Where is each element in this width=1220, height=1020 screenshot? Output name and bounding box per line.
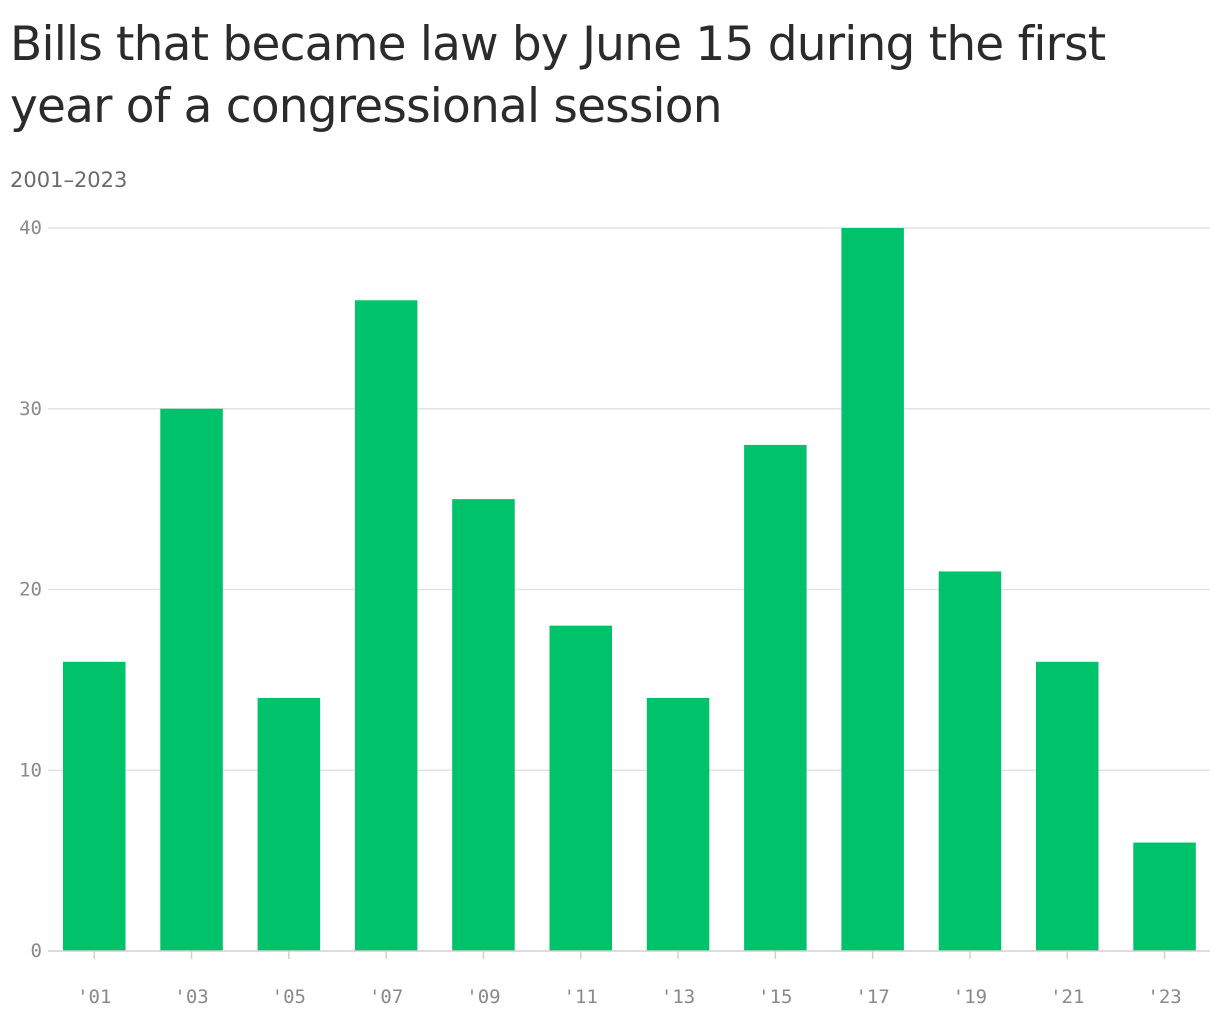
bar [744, 444, 807, 951]
bar [1036, 661, 1099, 951]
x-tick-label: '23 [1147, 986, 1181, 1008]
x-tick-label: '19 [953, 986, 987, 1008]
bar [354, 300, 418, 951]
x-axis [48, 950, 1210, 959]
y-tick-label: 10 [19, 759, 42, 781]
x-axis-labels: '01 '03 '05 '07 '09 '11 '13 '15 '17 '19 '21 '23 [77, 986, 1182, 1008]
x-tick-label: '01 [77, 986, 111, 1008]
x-tick-label: '21 [1050, 986, 1084, 1008]
y-tick-label: 30 [19, 398, 42, 420]
bar [938, 571, 1002, 951]
x-tick-label: '05 [272, 986, 306, 1008]
chart-title: Bills that became law by June 15 during … [10, 17, 1106, 134]
y-tick-label: 20 [19, 579, 42, 601]
x-tick-label: '11 [564, 986, 598, 1008]
y-axis-labels: 0 10 20 30 40 [19, 217, 42, 962]
x-tick-label: '15 [758, 986, 792, 1008]
bar [257, 697, 321, 951]
bar [841, 228, 904, 951]
chart-subtitle: 2001–2023 [10, 168, 128, 192]
x-tick-label: '07 [369, 986, 403, 1008]
x-tick-label: '17 [855, 986, 889, 1008]
x-tick-label: '13 [661, 986, 695, 1008]
x-tick-label: '09 [466, 986, 500, 1008]
bars [63, 228, 1196, 951]
bar [452, 499, 515, 951]
y-tick-label: 40 [19, 217, 42, 239]
bar [549, 625, 612, 951]
gridlines [48, 227, 1210, 771]
bar [1133, 842, 1196, 951]
bar [160, 408, 223, 951]
bar [63, 661, 126, 951]
y-tick-label: 0 [31, 940, 42, 962]
bar [646, 697, 710, 951]
x-tick-label: '03 [174, 986, 208, 1008]
